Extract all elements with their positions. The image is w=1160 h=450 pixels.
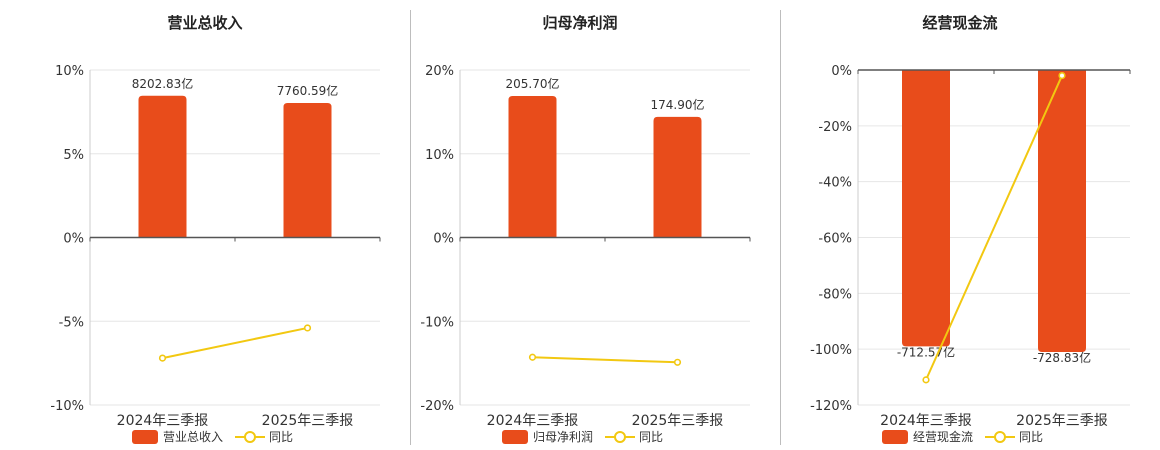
- legend-bar-swatch: [882, 429, 908, 444]
- bar-data-label: -728.83亿: [1033, 350, 1091, 365]
- chart-panel-net-profit: 归母净利润 20% 10% 0% -10% -20% 205.70亿 174.90亿 2024…: [370, 0, 780, 450]
- divider: [780, 10, 781, 445]
- bar-data-label: 7760.59亿: [277, 83, 339, 98]
- legend-line-label: 同比: [639, 430, 664, 444]
- x-category-label: 2024年三季报: [117, 413, 209, 429]
- x-category-label: 2025年三季报: [632, 413, 724, 429]
- legend-line-icon: [235, 430, 266, 444]
- yoy-point: [1058, 71, 1066, 80]
- yoy-point: [303, 324, 312, 332]
- yoy-line: [162, 326, 308, 360]
- bar-data-label: 174.90亿: [651, 97, 705, 112]
- x-category-label: 2025年三季报: [262, 413, 354, 429]
- yoy-line: [532, 356, 678, 364]
- y-tick-label: -10%: [420, 315, 454, 330]
- x-category-label: 2025年三季报: [1016, 413, 1108, 429]
- bar-data-label: 205.70亿: [506, 76, 560, 91]
- x-category-label: 2024年三季报: [880, 413, 972, 429]
- legend-bar-label: 归母净利润: [533, 430, 594, 444]
- y-tick-label: -100%: [810, 343, 852, 358]
- legend-bar-swatch: [502, 429, 528, 444]
- y-tick-label: 0%: [433, 232, 454, 247]
- y-tick-label: -80%: [818, 287, 852, 302]
- chart-title: 归母净利润: [542, 14, 618, 32]
- chart-panel-cash-flow: 经营现金流 0% -20% -40% -60% -80% -100% -120% -712.5…: [740, 0, 1160, 450]
- bar: [508, 95, 557, 238]
- legend-line-icon: [605, 430, 636, 444]
- y-tick-label: -10%: [50, 399, 84, 414]
- yoy-point: [922, 376, 930, 384]
- bar: [653, 116, 702, 238]
- yoy-point: [158, 354, 167, 362]
- net-profit-chart: 20% 10% 0% -10% -20% 205.70亿 174.90亿 2024年三季报 20…: [420, 64, 751, 429]
- chart-panel-revenue: 营业总收入 10% 5% 0% -5% -10% 8202.83亿 7760.59亿 2024…: [0, 0, 410, 450]
- y-tick-label: 10%: [425, 148, 454, 163]
- bar: [1038, 70, 1086, 352]
- legend-line-icon: [985, 430, 1016, 444]
- legend: 经营现金流 同比: [882, 428, 1043, 445]
- cash-flow-chart: 0% -20% -40% -60% -80% -100% -120% -712.57亿 -728…: [810, 64, 1131, 429]
- legend-line-label: 同比: [1019, 430, 1044, 444]
- chart-title: 营业总收入: [167, 14, 243, 32]
- y-tick-label: -20%: [420, 399, 454, 414]
- yoy-line: [925, 75, 1063, 381]
- legend: 营业总收入 同比: [132, 428, 293, 445]
- y-tick-label: -40%: [818, 176, 852, 191]
- revenue-chart: 10% 5% 0% -5% -10% 8202.83亿 7760.59亿 2024年三季报 20…: [50, 64, 381, 429]
- yoy-point: [673, 358, 682, 366]
- y-tick-label: 0%: [63, 232, 84, 247]
- legend-bar-swatch: [132, 429, 158, 444]
- y-tick-label: -120%: [810, 399, 852, 414]
- bar: [283, 102, 332, 238]
- y-tick-label: -5%: [59, 315, 84, 330]
- y-tick-label: 5%: [63, 148, 84, 163]
- y-tick-label: 20%: [425, 64, 454, 79]
- legend-line-label: 同比: [269, 430, 294, 444]
- y-tick-label: -60%: [818, 232, 852, 247]
- legend-bar-label: 经营现金流: [913, 430, 974, 444]
- divider: [410, 10, 411, 445]
- y-tick-label: 10%: [55, 64, 84, 79]
- legend-bar-label: 营业总收入: [163, 430, 224, 444]
- legend: 归母净利润 同比: [502, 428, 663, 445]
- bar-data-label: -712.57亿: [897, 344, 955, 359]
- y-tick-label: -20%: [818, 120, 852, 135]
- x-category-label: 2024年三季报: [487, 413, 579, 429]
- bar: [138, 95, 187, 238]
- bar: [902, 70, 950, 347]
- chart-title: 经营现金流: [922, 14, 998, 32]
- y-tick-label: 0%: [831, 64, 852, 79]
- yoy-point: [528, 353, 537, 361]
- bar-data-label: 8202.83亿: [132, 76, 194, 91]
